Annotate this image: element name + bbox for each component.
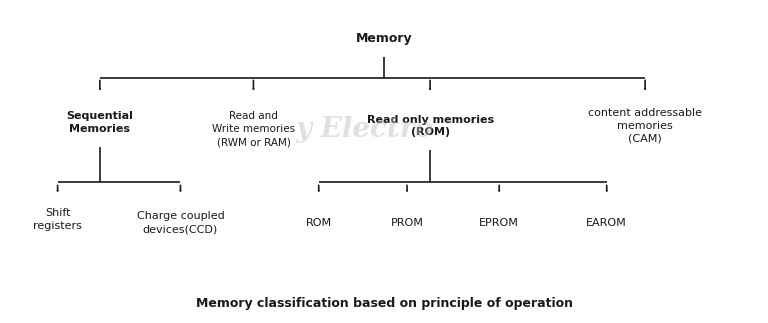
Text: ROM: ROM [306, 218, 332, 228]
Text: content addressable
memories
(CAM): content addressable memories (CAM) [588, 108, 702, 144]
Text: Memory classification based on principle of operation: Memory classification based on principle… [196, 297, 572, 310]
Text: Memory: Memory [356, 32, 412, 45]
Text: Sequential
Memories: Sequential Memories [66, 111, 134, 134]
Text: Shift
registers: Shift registers [33, 208, 82, 231]
Text: PROM: PROM [391, 218, 423, 228]
Text: y Electro: y Electro [296, 116, 434, 143]
Text: EPROM: EPROM [479, 218, 519, 228]
Text: Read only memories
(ROM): Read only memories (ROM) [366, 115, 494, 137]
Text: Charge coupled
devices(CCD): Charge coupled devices(CCD) [137, 212, 224, 234]
Text: EAROM: EAROM [586, 218, 627, 228]
Text: Read and
Write memories
(RWM or RAM): Read and Write memories (RWM or RAM) [212, 111, 295, 147]
